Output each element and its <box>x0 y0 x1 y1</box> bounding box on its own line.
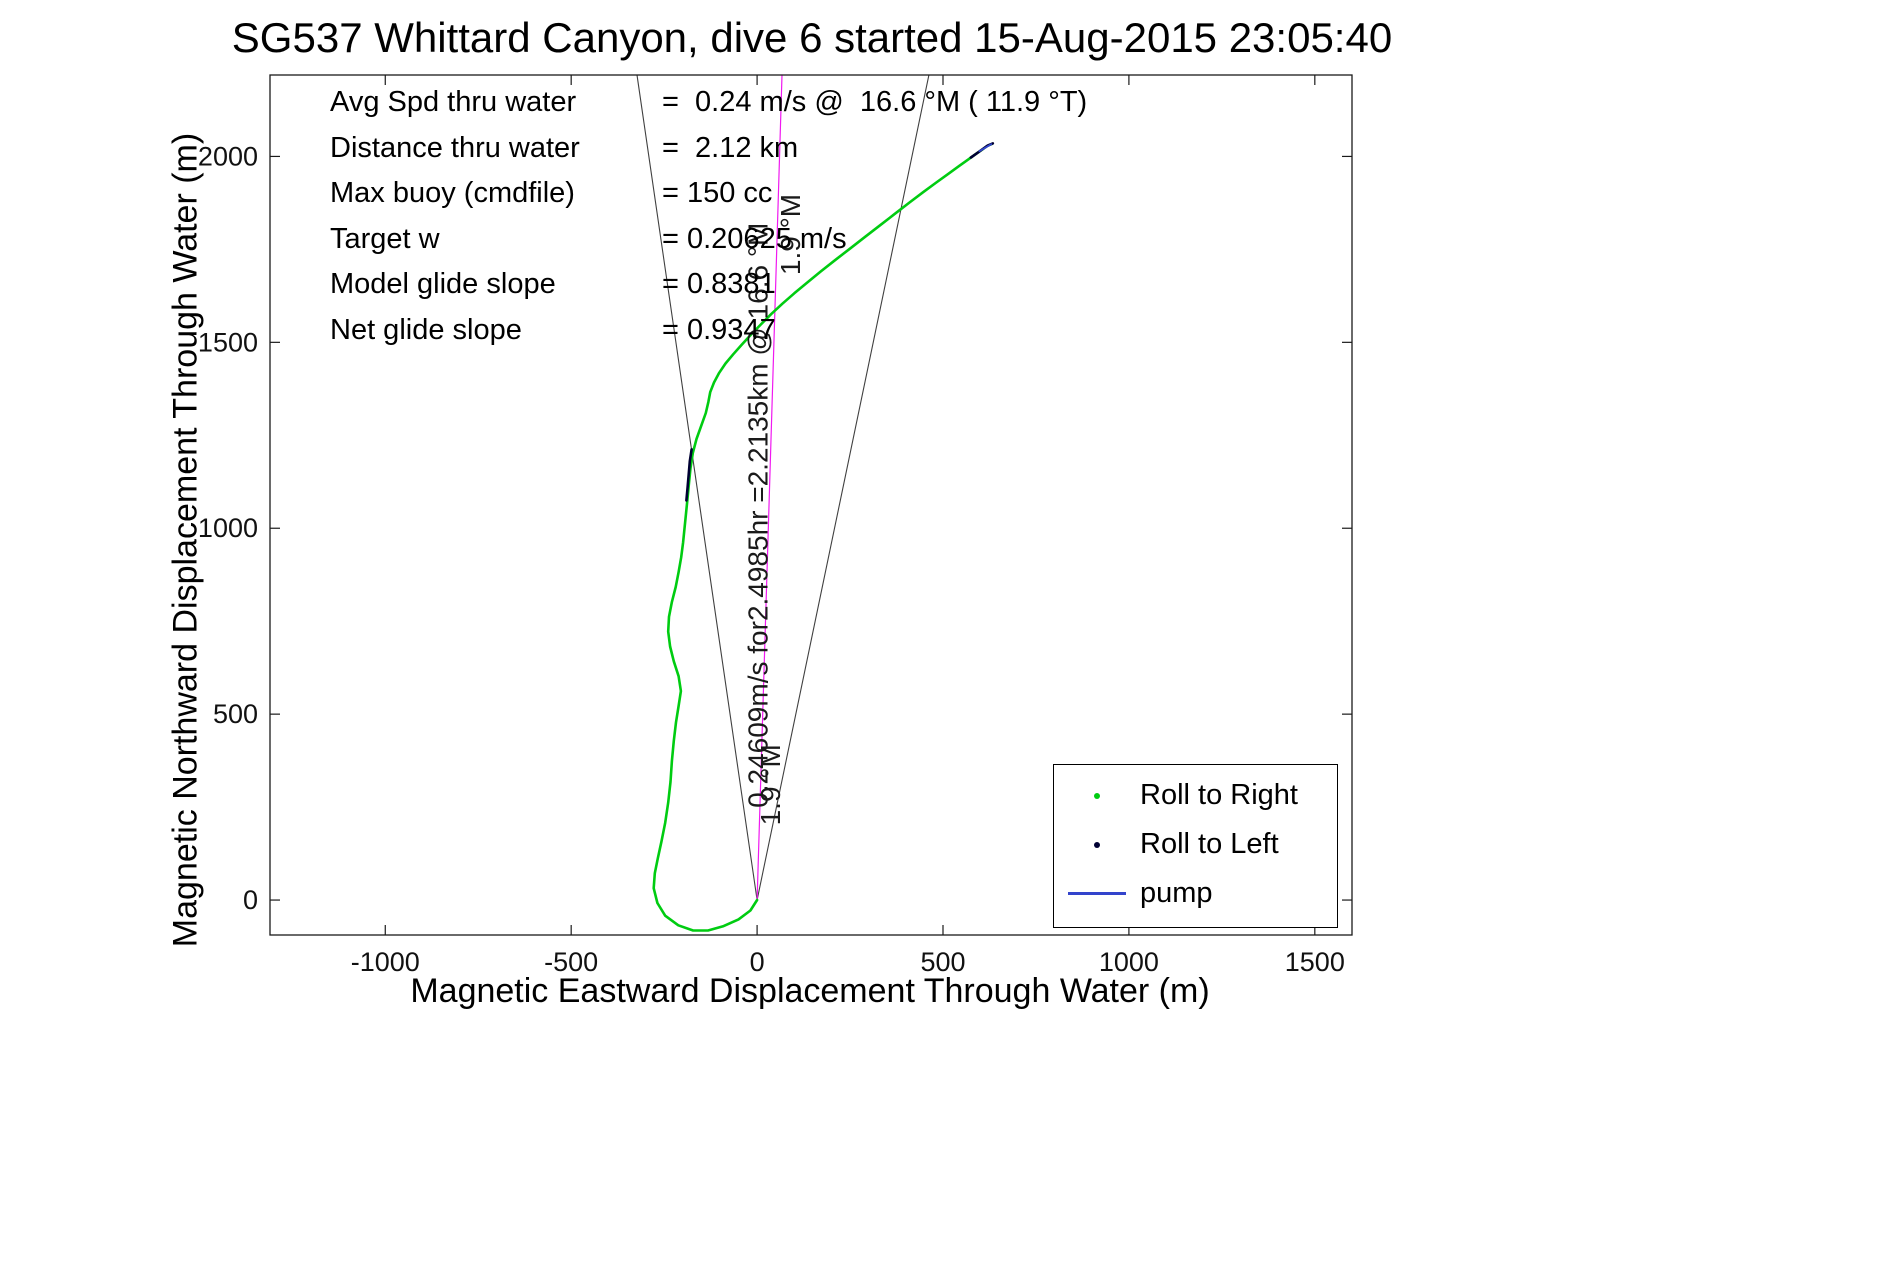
stat-value: = 0.20625 m/s <box>662 222 847 255</box>
stat-row-max-buoy: Max buoy (cmdfile) = 150 cc <box>330 171 1087 217</box>
stat-label: Distance thru water <box>330 131 580 164</box>
stat-label: Model glide slope <box>330 268 556 301</box>
course-annotation: 0.24609m/s for2.4985hr =2.2135km @ 16.6 … <box>742 223 773 808</box>
x-tick-label: 500 <box>920 947 965 977</box>
course-heading-line <box>756 74 783 901</box>
stat-value: = 0.8381 <box>662 268 776 301</box>
x-tick-label: -500 <box>544 947 598 977</box>
stat-label: Max buoy (cmdfile) <box>330 177 575 210</box>
green-dot-icon <box>1094 792 1100 799</box>
y-tick-label: 0 <box>243 885 258 915</box>
bearing-fan-right <box>756 74 930 901</box>
legend-label: pump <box>1140 877 1213 909</box>
stat-value: = 0.24 m/s @ 16.6 °M ( 11.9 °T) <box>662 86 1088 119</box>
y-axis-label: Magnetic Northward Displacement Through … <box>166 132 205 948</box>
legend-item-pump: pump <box>1054 869 1337 918</box>
legend-item-roll-to-right: Roll to Right <box>1054 771 1337 820</box>
y-tick-label: 1000 <box>198 513 258 543</box>
legend-label: Roll to Right <box>1140 779 1298 811</box>
legend: Roll to Right Roll to Left pump <box>1053 764 1338 928</box>
stat-row-avg-speed: Avg Spd thru water = 0.24 m/s @ 16.6 °M … <box>330 80 1087 126</box>
stat-row-model-glide-slope: Model glide slope = 0.8381 <box>330 262 1087 308</box>
plot-frame <box>269 74 1353 936</box>
stat-value: = 150 cc <box>662 177 773 210</box>
y-tick-label: 500 <box>213 699 258 729</box>
y-tick-label: 2000 <box>198 141 258 171</box>
stat-row-target-w: Target w = 0.20625 m/s <box>330 217 1087 263</box>
stat-value: = 0.9347 <box>662 313 776 346</box>
bearing-fan-left <box>636 74 758 901</box>
black-dot-icon <box>1094 841 1100 848</box>
x-tick-label: 1500 <box>1285 947 1345 977</box>
pump-segment <box>978 143 993 153</box>
legend-item-roll-to-left: Roll to Left <box>1054 820 1337 869</box>
course-annotation: 1.9 °M <box>755 744 786 825</box>
blue-line-icon <box>1068 892 1126 895</box>
course-annotation: 1.9 °M <box>775 194 806 275</box>
stat-row-distance: Distance thru water = 2.12 km <box>330 126 1087 172</box>
stat-row-net-glide-slope: Net glide slope = 0.9347 <box>330 308 1087 354</box>
x-tick-label: -1000 <box>351 947 420 977</box>
x-tick-label: 0 <box>750 947 765 977</box>
stat-value: = 2.12 km <box>662 131 799 164</box>
stat-label: Avg Spd thru water <box>330 86 577 119</box>
legend-label: Roll to Left <box>1140 828 1279 860</box>
pump-marker-icon <box>1054 892 1140 895</box>
stat-label: Net glide slope <box>330 313 522 346</box>
roll-to-left-marker-icon <box>1054 841 1140 848</box>
y-tick-label: 1500 <box>198 327 258 357</box>
x-tick-label: 1000 <box>1099 947 1159 977</box>
stats-block: Avg Spd thru water = 0.24 m/s @ 16.6 °M … <box>330 80 1087 353</box>
stat-label: Target w <box>330 222 440 255</box>
chart-title: SG537 Whittard Canyon, dive 6 started 15… <box>231 14 1393 61</box>
roll-to-right-marker-icon <box>1054 792 1140 799</box>
track-roll-to-left-segment-1 <box>685 448 693 502</box>
x-axis-label: Magnetic Eastward Displacement Through W… <box>410 972 1210 1010</box>
